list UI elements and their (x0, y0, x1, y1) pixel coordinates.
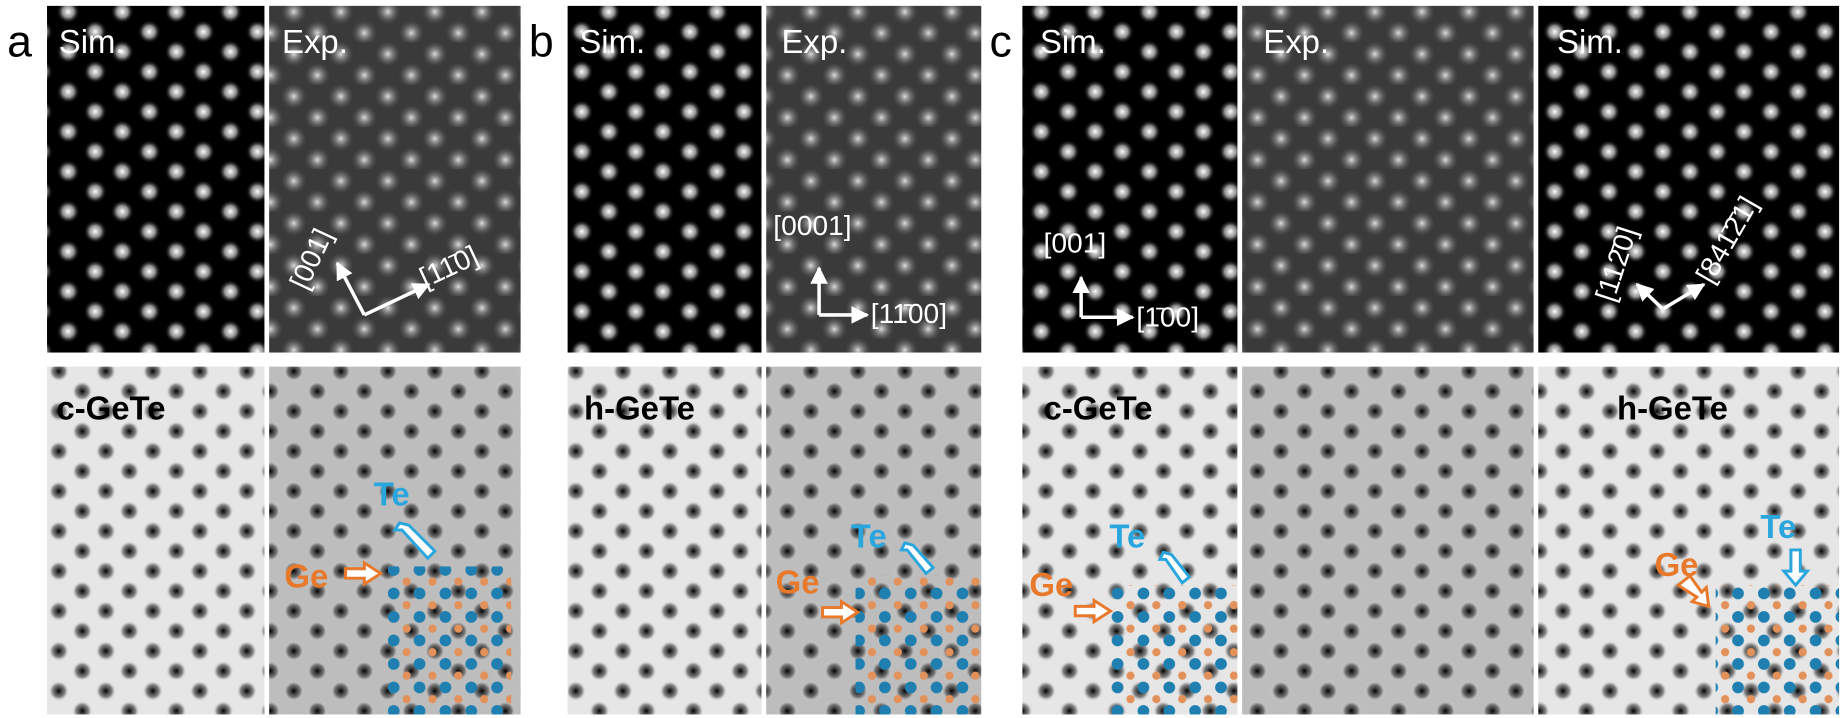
panel-label: c (989, 17, 1011, 66)
direction: [1̄00] (1136, 301, 1199, 333)
caption: Exp. (1263, 23, 1329, 60)
phase-label: h-GeTe (584, 390, 695, 427)
phase-label: c-GeTe (1044, 390, 1153, 427)
panel-b: b Sim. Exp. [0001] [11̄00] h-GeTe Te Ge (529, 6, 981, 715)
atom-label: Te (1109, 518, 1145, 555)
figure: a Sim. Exp. [001] [11̄0] c-GeTe Te Ge b … (0, 0, 1845, 718)
direction: [11̄00] (871, 297, 947, 329)
caption: Sim. (579, 23, 645, 60)
atom-label: Ge (284, 558, 328, 595)
atom-overlay (388, 566, 511, 714)
atom-label: Ge (776, 563, 820, 600)
direction: [001] (1044, 227, 1107, 259)
caption: Sim. (59, 23, 125, 60)
panel-c: c Sim. Exp. Sim. [001] [1̄00] [112̄0] [8… (989, 6, 1839, 715)
atom-label: Te (851, 518, 887, 555)
caption: Exp. (781, 23, 847, 60)
panel-a: a Sim. Exp. [001] [11̄0] c-GeTe Te Ge (7, 6, 521, 715)
panel-label: b (529, 17, 554, 66)
caption: Sim. (1040, 23, 1106, 60)
phase-label: h-GeTe (1617, 390, 1728, 427)
atom-overlay (1111, 585, 1238, 714)
caption: Sim. (1557, 23, 1623, 60)
panel-label: a (7, 17, 32, 66)
atom-label: Te (374, 475, 410, 512)
direction: [0001] (773, 209, 851, 241)
phase-label: c-GeTe (56, 390, 165, 427)
atom-overlay (856, 576, 982, 715)
atom-label: Ge (1029, 566, 1073, 603)
atom-overlay (1716, 585, 1839, 714)
exp-image (1242, 367, 1533, 715)
atom-label: Te (1760, 508, 1796, 545)
caption: Exp. (282, 23, 348, 60)
